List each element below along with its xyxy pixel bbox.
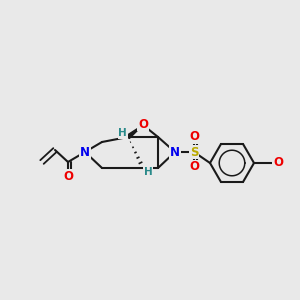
- Text: H: H: [144, 167, 153, 177]
- Text: O: O: [273, 157, 283, 169]
- Text: O: O: [189, 130, 199, 143]
- Text: N: N: [80, 146, 90, 158]
- Polygon shape: [127, 125, 143, 139]
- Text: O: O: [138, 118, 148, 130]
- Text: S: S: [190, 146, 198, 158]
- Text: O: O: [189, 160, 199, 173]
- Text: O: O: [63, 169, 73, 182]
- Text: N: N: [170, 146, 180, 158]
- Text: H: H: [118, 128, 127, 138]
